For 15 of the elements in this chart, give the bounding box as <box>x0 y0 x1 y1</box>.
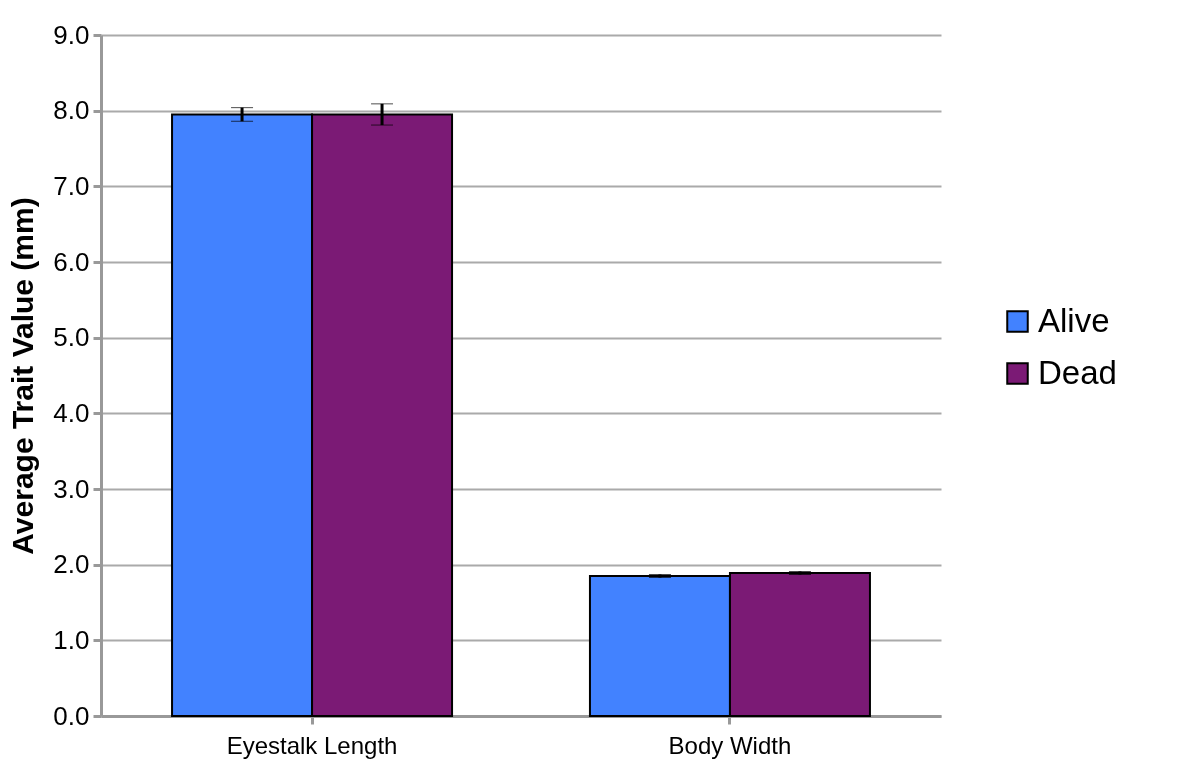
y-tick-label: 6.0 <box>53 246 90 277</box>
legend-label: Dead <box>1038 353 1117 391</box>
legend-label: Alive <box>1038 301 1110 339</box>
y-tick-label: 0.0 <box>53 700 90 731</box>
y-tick-label: 3.0 <box>53 473 90 504</box>
y-axis-title: Average Trait Value (mm) <box>6 197 40 555</box>
y-tick-label: 2.0 <box>53 549 90 580</box>
y-tick-label: 1.0 <box>53 624 90 655</box>
y-tick-label: 5.0 <box>53 322 90 353</box>
y-tick-label: 9.0 <box>53 19 90 50</box>
x-tick-label: Eyestalk Length <box>226 731 398 759</box>
y-tick-label: 8.0 <box>53 95 90 126</box>
y-tick-label: 7.0 <box>53 170 90 201</box>
x-tick-label: Body Width <box>668 731 792 759</box>
y-tick-label: 4.0 <box>53 397 90 428</box>
